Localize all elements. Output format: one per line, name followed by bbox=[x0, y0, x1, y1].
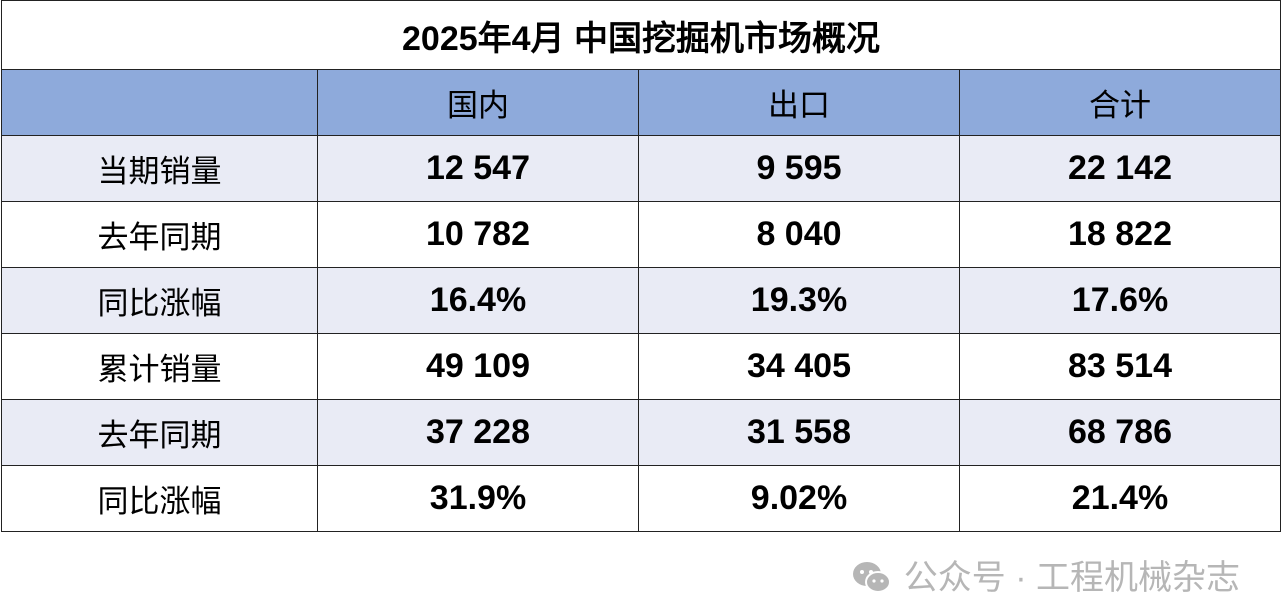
table-title: 2025年4月 中国挖掘机市场概况 bbox=[1, 0, 1281, 70]
value-cell: 8 040 bbox=[638, 201, 960, 268]
table-row: 同比涨幅 31.9% 9.02% 21.4% bbox=[1, 465, 1281, 532]
header-cell: 出口 bbox=[638, 69, 960, 136]
row-label: 累计销量 bbox=[1, 333, 318, 400]
value-cell: 49 109 bbox=[317, 333, 639, 400]
table-row: 去年同期 10 782 8 040 18 822 bbox=[1, 201, 1281, 268]
value-cell: 19.3% bbox=[638, 267, 960, 334]
table-row: 同比涨幅 16.4% 19.3% 17.6% bbox=[1, 267, 1281, 334]
row-label: 同比涨幅 bbox=[1, 267, 318, 334]
row-label: 同比涨幅 bbox=[1, 465, 318, 532]
watermark: 公众号 · 工程机械杂志 bbox=[852, 556, 1240, 600]
value-cell: 9 595 bbox=[638, 135, 960, 202]
value-cell: 10 782 bbox=[317, 201, 639, 268]
table-row: 去年同期 37 228 31 558 68 786 bbox=[1, 399, 1281, 466]
value-cell: 31 558 bbox=[638, 399, 960, 466]
wechat-icon bbox=[852, 562, 891, 593]
value-cell: 37 228 bbox=[317, 399, 639, 466]
value-cell: 22 142 bbox=[959, 135, 1281, 202]
value-cell: 31.9% bbox=[317, 465, 639, 532]
header-row: 国内 出口 合计 bbox=[1, 69, 1281, 136]
row-label: 去年同期 bbox=[1, 399, 318, 466]
value-cell: 9.02% bbox=[638, 465, 960, 532]
value-cell: 21.4% bbox=[959, 465, 1281, 532]
table-row: 当期销量 12 547 9 595 22 142 bbox=[1, 135, 1281, 202]
row-label: 去年同期 bbox=[1, 201, 318, 268]
header-cell bbox=[1, 69, 318, 136]
value-cell: 18 822 bbox=[959, 201, 1281, 268]
value-cell: 34 405 bbox=[638, 333, 960, 400]
value-cell: 68 786 bbox=[959, 399, 1281, 466]
header-cell: 国内 bbox=[317, 69, 639, 136]
value-cell: 16.4% bbox=[317, 267, 639, 334]
value-cell: 12 547 bbox=[317, 135, 639, 202]
market-table: 2025年4月 中国挖掘机市场概况 国内 出口 合计 当期销量 12 547 9 5… bbox=[1, 0, 1281, 532]
row-label: 当期销量 bbox=[1, 135, 318, 202]
value-cell: 17.6% bbox=[959, 267, 1281, 334]
header-cell: 合计 bbox=[959, 69, 1281, 136]
table-row: 累计销量 49 109 34 405 83 514 bbox=[1, 333, 1281, 400]
value-cell: 83 514 bbox=[959, 333, 1281, 400]
watermark-text: 公众号 · 工程机械杂志 bbox=[903, 559, 1240, 597]
